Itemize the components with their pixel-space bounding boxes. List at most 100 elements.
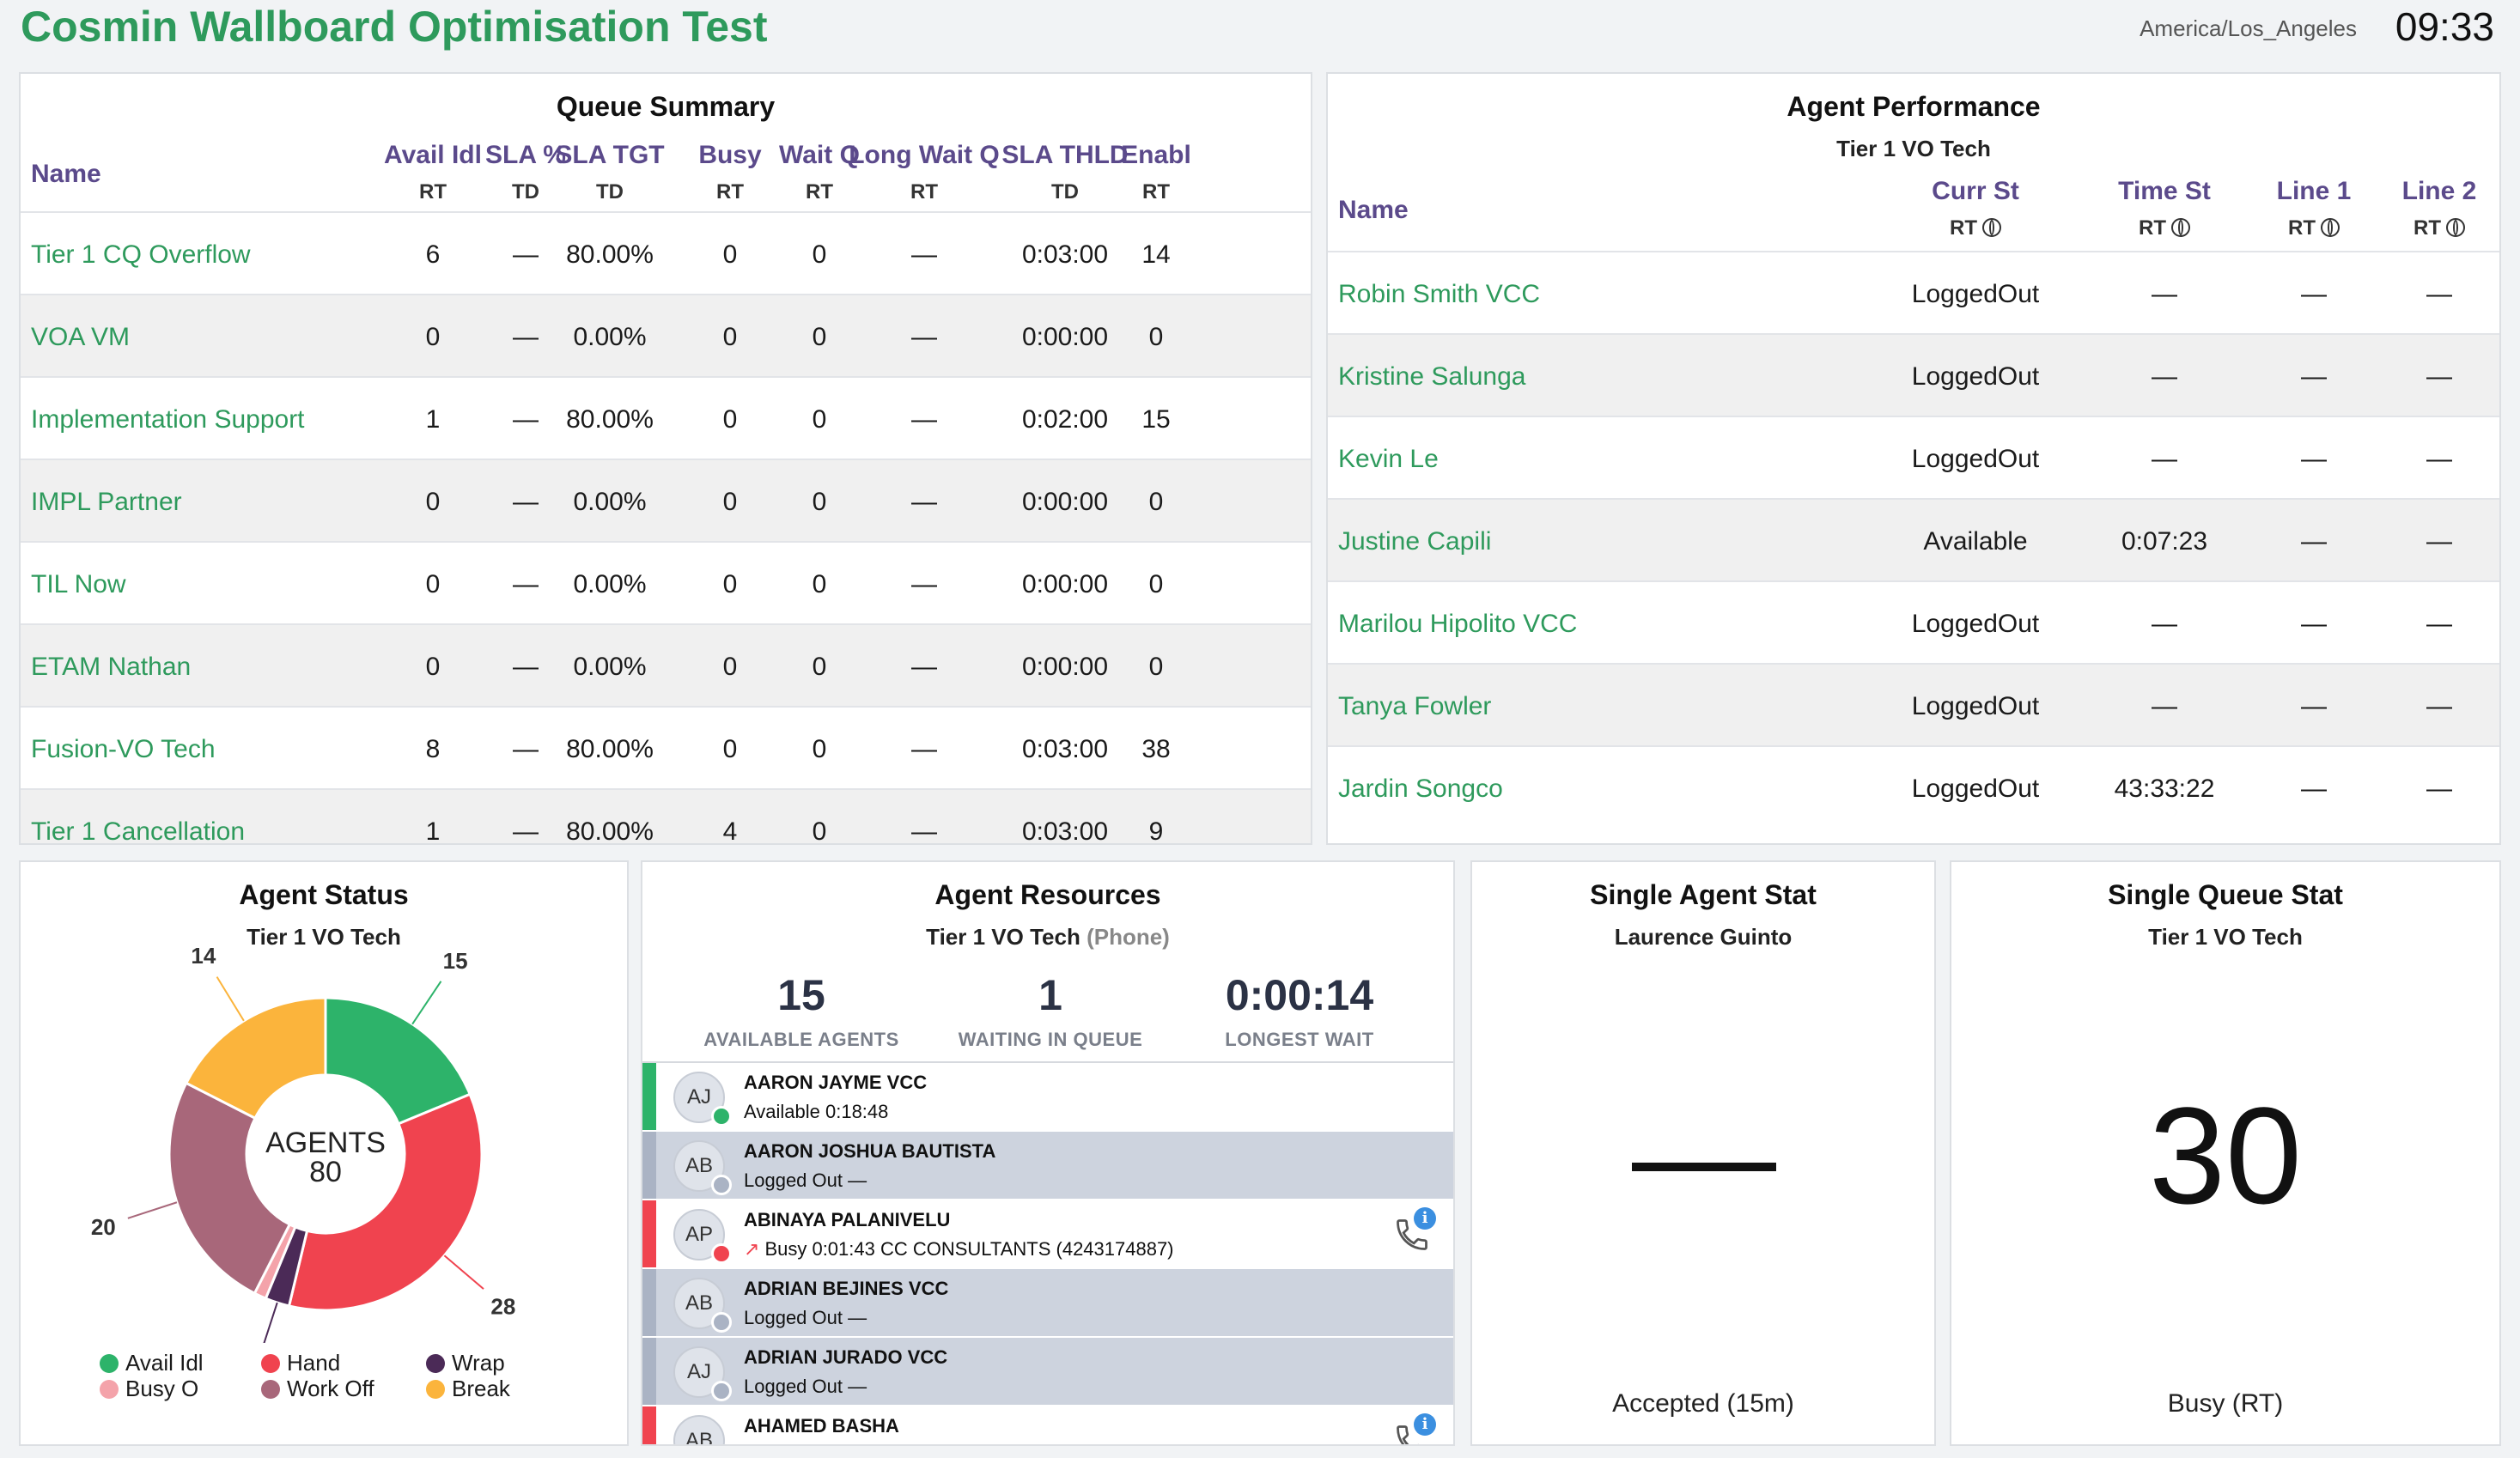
table-cell: 0 (812, 653, 827, 681)
table-cell: 6 (425, 240, 441, 269)
table-row[interactable]: TIL Now 0 — 0.00% 0 0 — 0:00:00 0 (21, 541, 1311, 623)
column-header[interactable]: Line 2 RT (2379, 177, 2499, 240)
column-header[interactable]: Curr St RT (1907, 177, 2044, 240)
agent-performance-panel: Agent Performance Tier 1 VO Tech Name Cu… (1326, 72, 2501, 845)
agent-name-link[interactable]: Kristine Salunga (1338, 362, 1526, 391)
queue-name-link[interactable]: TIL Now (31, 570, 126, 598)
agent-name-link[interactable]: Marilou Hipolito VCC (1338, 610, 1578, 638)
avatar: AB (673, 1415, 725, 1444)
queue-name-link[interactable]: VOA VM (31, 323, 131, 351)
agent-list-item[interactable]: AP ABINAYA PALANIVELU ↗ Busy 0:01:43 CC CON… (642, 1200, 1453, 1269)
table-cell: — (2152, 362, 2177, 391)
column-header-sub-label: RT (2288, 216, 2316, 240)
column-header[interactable]: Busy RT (672, 141, 788, 204)
column-header[interactable]: Long Wait Q RT (843, 141, 1005, 204)
agent-list-item[interactable]: AB AHAMED BASHA i (642, 1406, 1453, 1444)
agent-name-link[interactable]: Justine Capili (1338, 527, 1492, 556)
agent-list[interactable]: AJ AARON JAYME VCC Available 0:18:48 AB AARO… (642, 1061, 1453, 1444)
donut-slice-break[interactable] (184, 996, 327, 1121)
table-row[interactable]: Robin Smith VCC LoggedOut — — — (1328, 251, 2499, 333)
table-cell: — (2426, 775, 2452, 803)
column-header-sub: RT (1907, 216, 2044, 240)
table-cell: — (513, 817, 539, 845)
agent-name-link[interactable]: Robin Smith VCC (1338, 280, 1541, 308)
queue-name-link[interactable]: ETAM Nathan (31, 653, 192, 681)
column-header-sub: TD (1051, 180, 1079, 204)
info-icon[interactable]: i (1414, 1207, 1436, 1230)
queue-name-link[interactable]: Fusion-VO Tech (31, 735, 216, 763)
donut-slice-work-off[interactable] (167, 1081, 292, 1296)
agent-name: ADRIAN JURADO VCC (744, 1346, 948, 1368)
phone-icon[interactable] (1393, 1216, 1431, 1254)
table-cell: 0 (425, 570, 441, 598)
name-column-header[interactable]: Name (31, 160, 101, 188)
table-cell: — (2426, 445, 2452, 473)
agent-status-text: ↗ Busy 0:01:43 CC CONSULTANTS (4243174887… (744, 1238, 1174, 1261)
table-row[interactable]: Tier 1 Cancellation 1 — 80.00% 4 0 — 0:03:00 9 (21, 788, 1311, 845)
table-row[interactable]: IMPL Partner 0 — 0.00% 0 0 — 0:00:00 0 (21, 459, 1311, 541)
legend-item[interactable]: Avail Idl (100, 1350, 204, 1376)
table-row[interactable]: Implementation Support 1 — 80.00% 0 0 — 0:02:00… (21, 376, 1311, 459)
agent-name-link[interactable]: Kevin Le (1338, 445, 1439, 473)
agent-name-link[interactable]: Jardin Songco (1338, 775, 1503, 803)
table-cell: 0 (425, 488, 441, 516)
queue-name-link[interactable]: Tier 1 CQ Overflow (31, 240, 251, 269)
legend-item[interactable]: Break (426, 1376, 510, 1402)
column-header[interactable]: Line 1 RT (2254, 177, 2374, 240)
column-header[interactable]: Wait Q RT (761, 141, 878, 204)
agent-list-item[interactable]: AB AARON JOSHUA BAUTISTA Logged Out — (642, 1132, 1453, 1200)
donut-slice-hand[interactable] (287, 1092, 484, 1312)
globe-meridian (2178, 220, 2183, 235)
table-cell: 0 (425, 323, 441, 351)
table-row[interactable]: Kristine Salunga LoggedOut — — — (1328, 333, 2499, 416)
column-header[interactable]: SLA THLD TD (984, 141, 1146, 204)
column-header-label: Wait Q (779, 141, 860, 169)
agent-list-item[interactable]: AJ AARON JAYME VCC Available 0:18:48 (642, 1063, 1453, 1132)
legend-label: Wrap (452, 1350, 505, 1376)
donut-slice-avail-idl[interactable] (324, 996, 472, 1126)
table-cell: 0:07:23 (2121, 527, 2208, 556)
table-row[interactable]: Tanya Fowler LoggedOut — — — (1328, 663, 2499, 745)
column-header[interactable]: Time St RT (2096, 177, 2233, 240)
table-cell: 80.00% (566, 817, 654, 845)
column-header-label: Busy (698, 141, 762, 169)
table-row[interactable]: Marilou Hipolito VCC LoggedOut — — — (1328, 580, 2499, 663)
column-header[interactable]: Avail Idl RT (377, 141, 489, 204)
name-column-header[interactable]: Name (1338, 196, 1409, 224)
legend-item[interactable]: Hand (261, 1350, 340, 1376)
column-header[interactable]: SLA % TD (472, 141, 579, 204)
table-cell: 0 (425, 653, 441, 681)
table-row[interactable]: VOA VM 0 — 0.00% 0 0 — 0:00:00 0 (21, 294, 1311, 376)
column-header[interactable]: SLA TGT TD (522, 141, 697, 204)
column-header[interactable]: Enabl RT (1103, 141, 1209, 204)
info-icon[interactable]: i (1414, 1413, 1436, 1436)
phone-icon[interactable] (1393, 1422, 1431, 1444)
queue-name-link[interactable]: IMPL Partner (31, 488, 182, 516)
agent-resources-panel: Agent Resources Tier 1 VO Tech (Phone) 1… (641, 860, 1455, 1446)
table-cell: 0:00:00 (1021, 653, 1109, 681)
table-cell: LoggedOut (1911, 362, 2040, 391)
kpi-waiting-in-queue: 1 WAITING IN QUEUE (934, 970, 1166, 1051)
legend-item[interactable]: Wrap (426, 1350, 505, 1376)
legend-item[interactable]: Busy O (100, 1376, 198, 1402)
agent-status-text: Logged Out — (744, 1307, 867, 1329)
globe-icon (2321, 218, 2340, 237)
table-row[interactable]: Kevin Le LoggedOut — — — (1328, 416, 2499, 498)
panel-title: Agent Performance (1787, 91, 2041, 122)
agent-list-item[interactable]: AJ ADRIAN JURADO VCC Logged Out — (642, 1338, 1453, 1406)
queue-name-link[interactable]: Implementation Support (31, 405, 305, 434)
table-row[interactable]: Jardin Songco LoggedOut 43:33:22 — — (1328, 745, 2499, 828)
table-cell: 80.00% (566, 735, 654, 763)
agent-name-link[interactable]: Tanya Fowler (1338, 692, 1492, 720)
table-row[interactable]: Fusion-VO Tech 8 — 80.00% 0 0 — 0:03:00 38 (21, 706, 1311, 788)
agent-list-item[interactable]: AB ADRIAN BEJINES VCC Logged Out — (642, 1269, 1453, 1338)
table-cell: 0 (812, 405, 827, 434)
table-cell: 0 (812, 323, 827, 351)
table-row[interactable]: ETAM Nathan 0 — 0.00% 0 0 — 0:00:00 0 (21, 623, 1311, 706)
table-row[interactable]: Justine Capili Available 0:07:23 — — (1328, 498, 2499, 580)
table-row[interactable]: Tier 1 CQ Overflow 6 — 80.00% 0 0 — 0:03:00 14 (21, 211, 1311, 294)
queue-name-link[interactable]: Tier 1 Cancellation (31, 817, 246, 845)
legend-item[interactable]: Work Off (261, 1376, 374, 1402)
table-cell: 38 (1141, 735, 1171, 763)
legend-swatch (100, 1380, 119, 1399)
